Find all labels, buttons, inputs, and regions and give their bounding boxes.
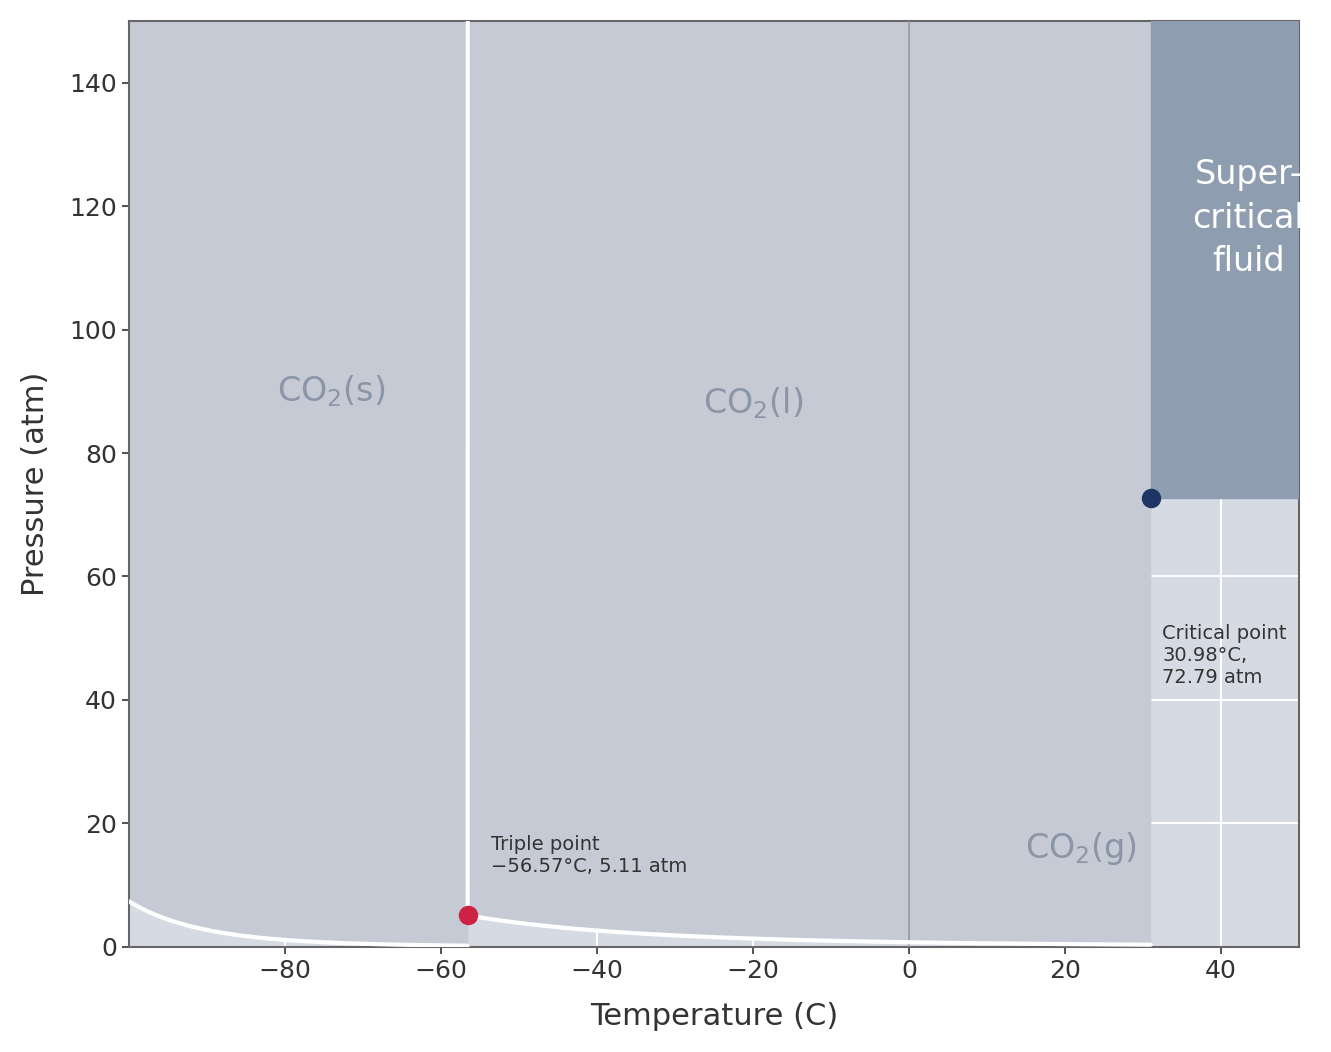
Text: CO$_2$(s): CO$_2$(s) xyxy=(277,373,386,409)
Polygon shape xyxy=(1151,21,1299,498)
Polygon shape xyxy=(129,21,1151,946)
Text: CO$_2$(g): CO$_2$(g) xyxy=(1025,830,1137,867)
Text: Critical point
30.98°C,
72.79 atm: Critical point 30.98°C, 72.79 atm xyxy=(1162,624,1287,687)
Text: CO$_2$(l): CO$_2$(l) xyxy=(703,386,803,422)
Y-axis label: Pressure (atm): Pressure (atm) xyxy=(21,371,49,596)
Text: Super-
critical
fluid: Super- critical fluid xyxy=(1193,159,1304,279)
Text: Triple point
−56.57°C, 5.11 atm: Triple point −56.57°C, 5.11 atm xyxy=(491,835,687,876)
X-axis label: Temperature (C): Temperature (C) xyxy=(590,1003,839,1031)
